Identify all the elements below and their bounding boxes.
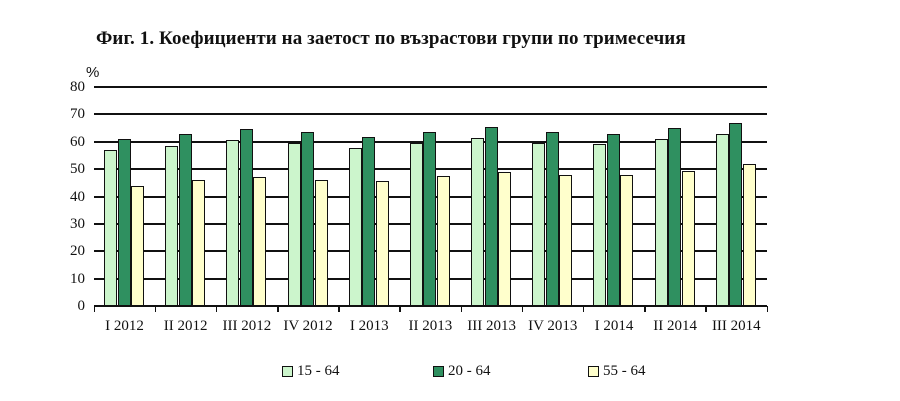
bar-55-64 [436, 176, 450, 306]
x-tick-mark [582, 306, 585, 312]
bar-55-64 [192, 180, 206, 306]
bar-15-64 [104, 149, 117, 306]
x-axis-line [94, 305, 767, 307]
legend-item-20-64: 20 - 64 [433, 363, 491, 380]
legend-item-15-64: 15 - 64 [282, 363, 340, 380]
bar-55-64 [559, 174, 573, 306]
bar-15-64 [593, 144, 607, 306]
bar-55-64 [375, 181, 389, 306]
bar-20-64 [668, 128, 682, 306]
bar-15-64 [165, 146, 179, 306]
bar-20-64 [117, 139, 131, 306]
legend-item-55-64: 55 - 64 [588, 363, 646, 380]
gridline [94, 113, 767, 116]
legend-label-15-64: 15 - 64 [297, 363, 340, 379]
x-tick-mark [399, 306, 401, 312]
y-tick-label: 60 [70, 133, 85, 150]
x-tick-mark [705, 306, 707, 312]
bar-15-64 [409, 143, 423, 306]
x-tick-mark [521, 306, 524, 312]
y-tick-label: 40 [70, 188, 85, 205]
x-category-label: I 2012 [105, 318, 144, 334]
x-tick-mark [93, 306, 95, 312]
bar-15-64 [348, 148, 362, 306]
bar-20-64 [423, 132, 437, 306]
x-tick-mark [154, 306, 157, 312]
y-tick-label: 70 [70, 106, 85, 123]
x-tick-mark [644, 306, 646, 312]
x-tick-mark [460, 306, 463, 312]
bar-55-64 [498, 171, 512, 306]
y-tick-label: 20 [70, 243, 85, 260]
bar-20-64 [729, 123, 743, 306]
x-category-label: I 2014 [594, 318, 634, 334]
bar-55-64 [131, 185, 144, 306]
bar-20-64 [239, 129, 253, 306]
bar-20-64 [606, 133, 620, 306]
bar-55-64 [681, 171, 695, 306]
x-category-label: II 2013 [408, 318, 453, 334]
x-category-label: III 2012 [222, 318, 272, 334]
bar-20-64 [178, 134, 192, 306]
bar-15-64 [226, 140, 240, 306]
bar-15-64 [287, 143, 301, 306]
bar-20-64 [545, 132, 559, 306]
x-category-label: III 2013 [467, 318, 516, 334]
y-tick-label: 30 [70, 215, 85, 232]
bar-20-64 [484, 127, 498, 306]
bar-55-64 [314, 180, 328, 306]
bar-15-64 [654, 139, 668, 306]
y-tick-label: 50 [70, 161, 85, 178]
x-tick-mark [338, 306, 340, 312]
x-category-label: IV 2012 [283, 318, 333, 334]
y-tick-label: 10 [70, 270, 85, 287]
y-tick-label: 80 [70, 79, 85, 95]
bar-55-64 [253, 177, 267, 306]
y-axis-unit-label: % [86, 64, 100, 81]
bar-20-64 [301, 132, 315, 306]
x-tick-mark [766, 306, 768, 312]
legend-label-55-64: 55 - 64 [603, 363, 646, 379]
bar-15-64 [532, 142, 546, 306]
gridline [94, 86, 767, 88]
bar-20-64 [362, 137, 376, 306]
y-tick-label: 0 [77, 298, 86, 314]
x-category-label: IV 2013 [528, 318, 578, 334]
legend-swatch-55-64 [588, 366, 599, 377]
x-category-label: II 2014 [653, 318, 697, 334]
x-category-label: III 2014 [711, 318, 761, 334]
x-category-label: I 2013 [349, 318, 389, 334]
legend-swatch-20-64 [433, 366, 444, 377]
bar-15-64 [715, 134, 729, 306]
x-category-label: II 2012 [163, 318, 208, 334]
legend-label-20-64: 20 - 64 [448, 363, 491, 379]
x-tick-mark [277, 306, 279, 312]
bar-15-64 [471, 138, 485, 306]
bar-55-64 [620, 175, 634, 306]
legend-swatch-15-64 [282, 366, 293, 377]
chart-title: Фиг. 1. Коефициенти на заетост по възрас… [96, 28, 686, 49]
x-tick-mark [215, 306, 218, 312]
bar-55-64 [742, 164, 756, 306]
